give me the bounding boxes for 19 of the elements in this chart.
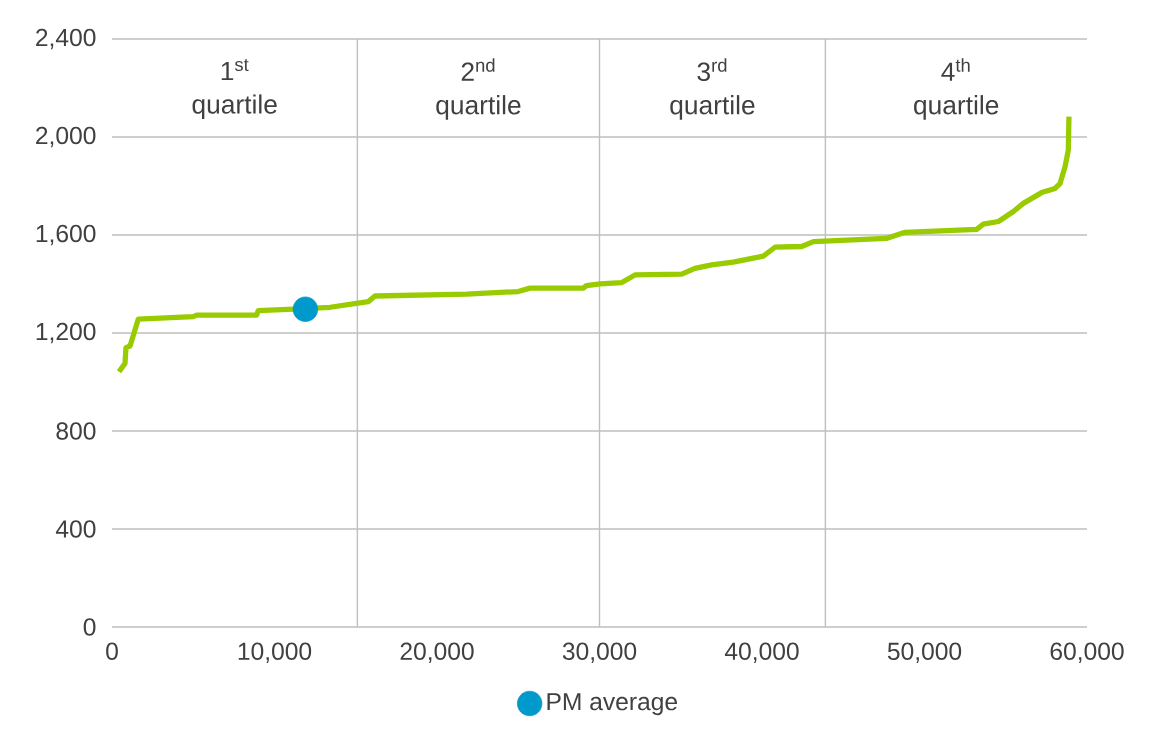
legend-label: PM average: [547, 693, 677, 716]
y-tick-label: 2,400: [36, 28, 96, 50]
y-tick-label: 400: [55, 520, 96, 538]
x-tick-label: 40,000: [724, 642, 799, 663]
text: 3$^{rd}$ quartile: [670, 58, 755, 120]
x-tick-label: 0: [106, 642, 118, 660]
x-tick-label: 60,000: [1050, 642, 1124, 663]
x-tick-label: 20,000: [400, 642, 474, 663]
text: 2$^{nd}$ quartile: [436, 58, 521, 120]
y-tick-label: 1,600: [36, 224, 96, 246]
y-tick-label: 1,200: [36, 322, 96, 344]
y-tick-label: 0: [83, 618, 96, 636]
text: 1$^{st}$ quartile: [192, 59, 277, 119]
text: 4$^{th}$ quartile: [914, 58, 999, 120]
x-tick-label: 30,000: [562, 642, 637, 663]
y-tick-label: 2,000: [36, 126, 96, 148]
x-tick-label: 50,000: [887, 642, 962, 663]
y-tick-label: 800: [56, 422, 96, 440]
x-tick-label: 10,000: [238, 642, 312, 663]
